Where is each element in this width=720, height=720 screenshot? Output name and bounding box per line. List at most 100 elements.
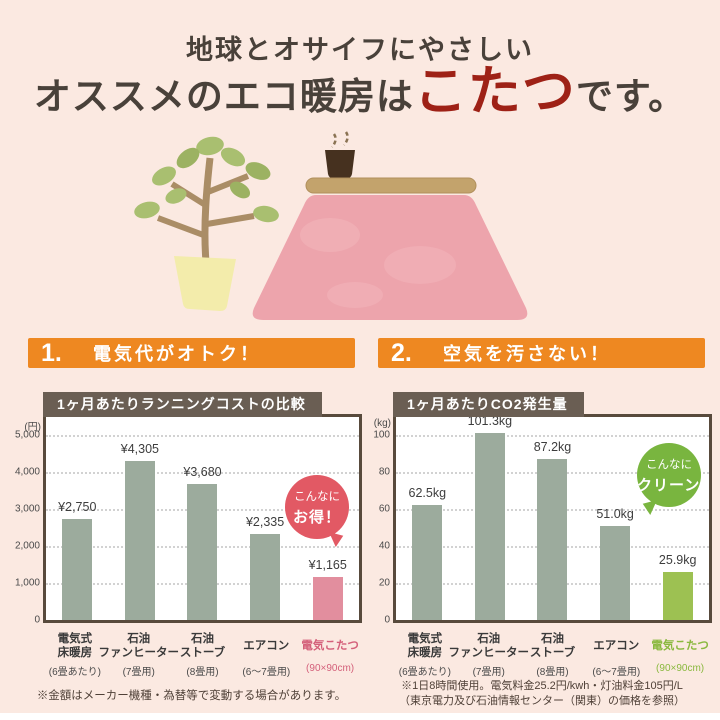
category-sub: (6畳あたり) <box>398 667 452 678</box>
category-sub: (90×90cm) <box>306 663 355 674</box>
potted-plant-icon <box>134 136 279 311</box>
category-label: 石油 ファンヒーター (7畳用) <box>448 631 529 679</box>
bar-value-label: ¥4,305 <box>120 442 160 457</box>
bar-slot: ¥3,680 <box>171 417 234 620</box>
co2-chart: 1ヶ月あたりCO2発生量 (kg) 0 20 40 60 80 100 62.5kg 101.… <box>373 392 712 626</box>
bar-value-label: ¥2,335 <box>245 514 285 529</box>
category-label: 電気式 床暖房 (6畳あたり) <box>393 631 457 679</box>
y-axis-tick: 40 <box>378 540 390 552</box>
header-line2: オススメのエコ暖房はこたつです。 <box>0 62 720 128</box>
kotatsu-icon <box>252 131 528 320</box>
category-name: 電気こたつ <box>301 639 359 652</box>
bar-slot: 25.9kg <box>646 417 709 620</box>
y-axis-tick: 0 <box>34 614 40 626</box>
bar <box>537 459 568 620</box>
footnote-usage-conditions: ※1日8時間使用。電気料金25.2円/kwh・灯油料金105円/L （東京電力及… <box>399 680 685 707</box>
bar-slot: ¥1,165 <box>296 417 359 620</box>
category-name: 石油 ストーブ <box>179 632 226 659</box>
bar-value-label: ¥3,680 <box>183 465 222 480</box>
teacup-icon <box>325 150 355 179</box>
cost-chart-unit: (円) <box>24 422 41 433</box>
category-label: 石油 ストーブ (8畳用) <box>171 631 235 679</box>
category-name: 電気式 床暖房 <box>57 632 93 659</box>
co2-chart-category-labels: 電気式 床暖房 (6畳あたり) 石油 ファンヒーター (7畳用) 石油 ストーブ (8畳用) エア… <box>393 631 712 679</box>
bar-slot: ¥4,305 <box>109 417 172 620</box>
category-sub: (6〜7畳用) <box>592 667 641 678</box>
category-name: 石油 ストーブ <box>529 632 576 659</box>
category-label: エアコン (6〜7畳用) <box>584 631 648 679</box>
bar <box>250 533 281 620</box>
bar-value-label: 51.0kg <box>596 506 634 521</box>
y-axis-tick: 1,000 <box>14 577 40 589</box>
co2-chart-unit: (kg) <box>373 418 391 429</box>
category-label: 電気こたつ (90×90cm) <box>648 631 712 678</box>
gridline <box>46 435 359 438</box>
category-name: エアコン <box>593 639 640 652</box>
cost-chart-category-labels: 電気式 床暖房 (6畳あたり) 石油 ファンヒーター (7畳用) 石油 ストーブ (8畳用) エア… <box>43 631 362 679</box>
bar-slot: 101.3kg <box>459 414 522 620</box>
category-sub: (6畳あたり) <box>48 667 102 678</box>
section-co2-banner: 2. 空気を汚さない！ <box>378 338 705 368</box>
co2-chart-title: 1ヶ月あたりCO2発生量 <box>393 392 584 417</box>
bar-slot: ¥2,750 <box>46 417 109 620</box>
category-name: 電気こたつ <box>651 639 709 652</box>
y-axis-tick: 80 <box>378 466 390 478</box>
bar <box>474 433 505 620</box>
bar <box>62 518 93 620</box>
category-sub: (90×90cm) <box>656 663 705 674</box>
bottom-white-strip <box>0 713 720 720</box>
section-number: 1. <box>41 338 62 367</box>
gridline <box>396 435 709 438</box>
category-name: エアコン <box>243 639 290 652</box>
y-axis-tick: 5,000 <box>14 429 40 441</box>
section-co2: 2. 空気を汚さない！ 1ヶ月あたりCO2発生量 (kg) 0 20 40 60 80 1… <box>373 338 715 683</box>
header-line1: 地球とオサイフにやさしい <box>186 35 534 65</box>
steam-icon <box>331 133 337 148</box>
y-axis-tick: 20 <box>378 577 390 589</box>
header-highlight-kotatsu: こたつ <box>413 63 576 121</box>
cost-chart-title: 1ヶ月あたりランニングコストの比較 <box>43 392 322 417</box>
y-axis-tick: 0 <box>384 614 390 626</box>
y-axis-tick: 3,000 <box>14 503 40 515</box>
section-number: 2. <box>391 338 412 367</box>
bar-slot: ¥2,335 <box>234 417 297 620</box>
cost-chart: 1ヶ月あたりランニングコストの比較 (円) 0 1,000 2,000 3,000 4,… <box>15 392 362 626</box>
category-label: 電気こたつ (90×90cm) <box>298 631 362 678</box>
y-axis-tick: 100 <box>373 429 390 441</box>
y-axis-tick: 4,000 <box>14 466 40 478</box>
bar-value-label: 101.3kg <box>467 414 513 429</box>
header-line2-suffix: です。 <box>575 77 687 118</box>
bar-value-label: 62.5kg <box>408 485 447 500</box>
footnote-price-disclaimer: ※金額はメーカー機種・為替等で変動する場合があります。 <box>36 690 347 702</box>
bar <box>124 461 155 620</box>
gridline <box>46 472 359 475</box>
category-name: 石油 ファンヒーター <box>448 632 529 659</box>
header-line2-prefix: オススメのエコ暖房は <box>33 77 414 118</box>
category-sub: (8畳用) <box>186 667 219 678</box>
category-name: 石油 ファンヒーター <box>98 632 179 659</box>
clean-badge: こんなに クリーン！ <box>637 443 715 507</box>
bar <box>600 525 631 620</box>
savings-badge: こんなに お得！ <box>285 475 349 539</box>
bar-slot: 87.2kg <box>521 417 584 620</box>
bar-slot: 62.5kg <box>396 417 459 620</box>
section-cost-banner: 1. 電気代がオトク！ <box>28 338 355 368</box>
bar <box>412 504 443 620</box>
bar-value-label: ¥1,165 <box>308 558 347 573</box>
bar-value-label: 87.2kg <box>533 440 572 455</box>
category-label: 電気式 床暖房 (6畳あたり) <box>43 631 107 679</box>
category-label: エアコン (6〜7畳用) <box>234 631 298 679</box>
bar <box>312 577 343 620</box>
kotatsu-illustration <box>134 131 528 320</box>
category-label: 石油 ストーブ (8畳用) <box>521 631 585 679</box>
category-sub: (8畳用) <box>536 667 569 678</box>
category-sub: (7畳用) <box>122 667 155 678</box>
category-name: 電気式 床暖房 <box>407 632 443 659</box>
bar-value-label: ¥2,750 <box>58 499 97 514</box>
bar-slot: 51.0kg <box>584 417 647 620</box>
category-label: 石油 ファンヒーター (7畳用) <box>98 631 179 679</box>
bar <box>187 484 218 620</box>
category-sub: (6〜7畳用) <box>242 667 291 678</box>
section-cost: 1. 電気代がオトク！ 1ヶ月あたりランニングコストの比較 (円) 0 1,000… <box>15 338 362 683</box>
